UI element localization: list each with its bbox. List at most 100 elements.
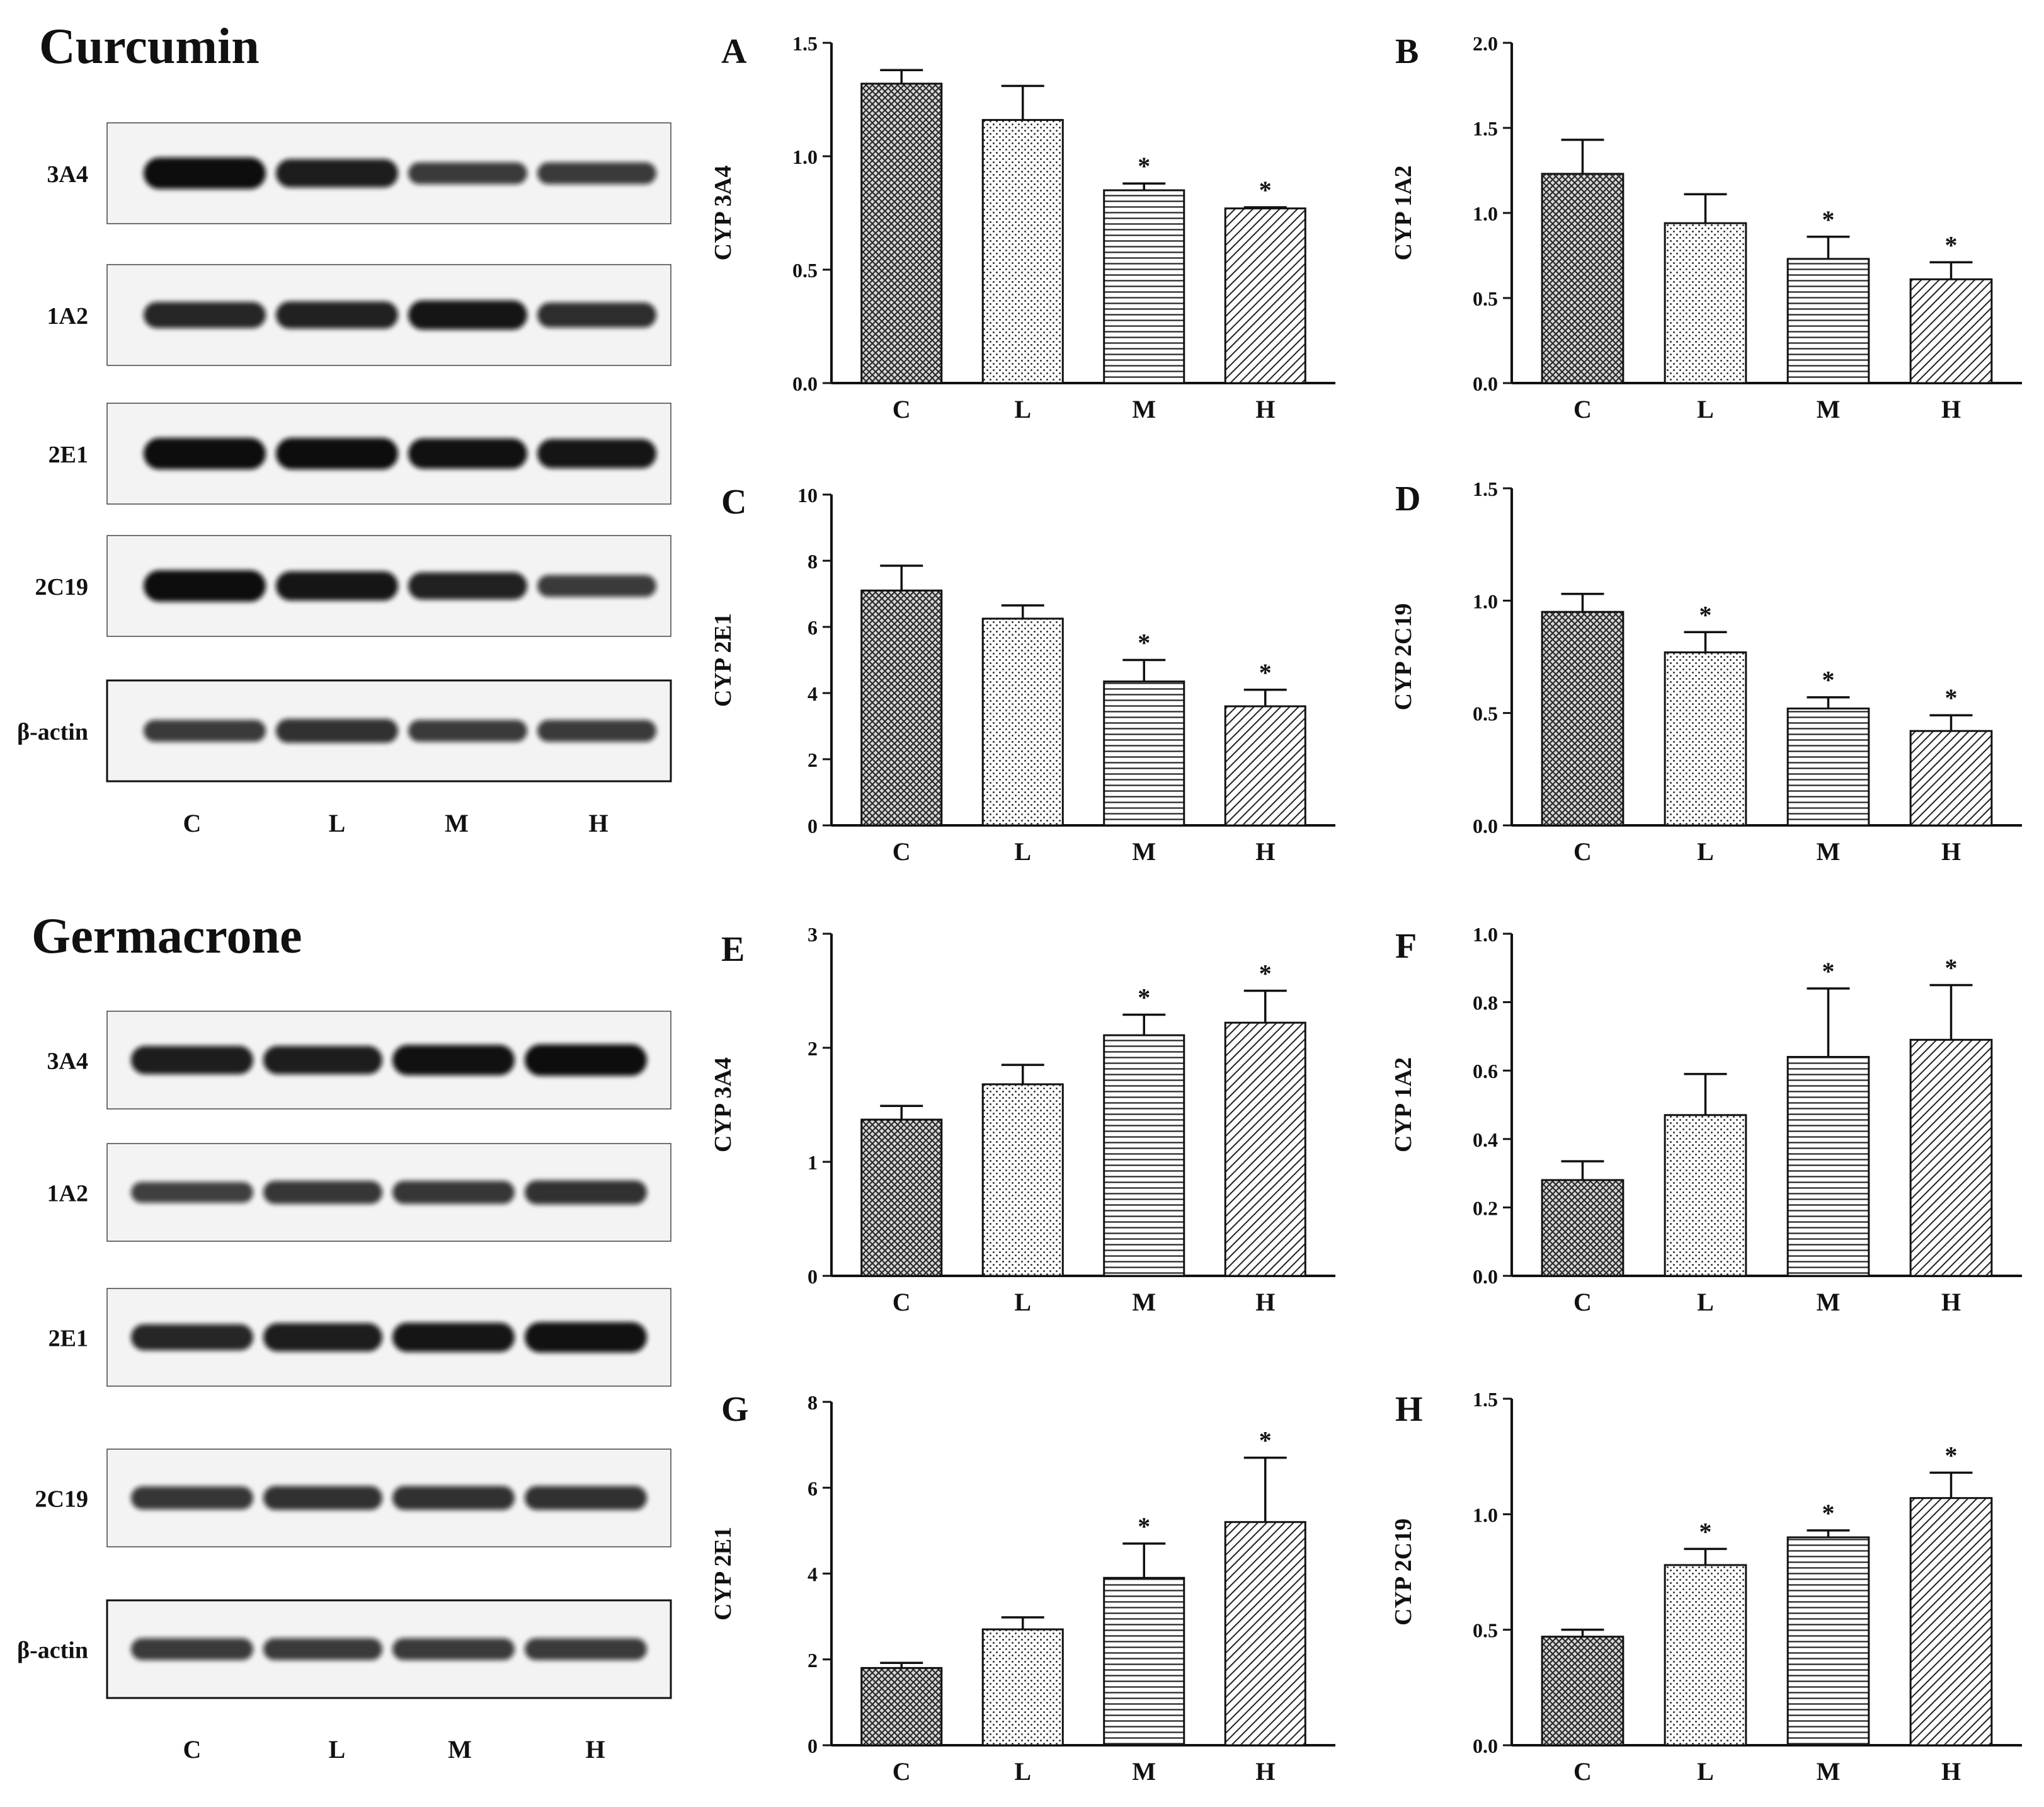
significance-star: * [1945, 684, 1958, 712]
y-tick-label: 8 [808, 1391, 818, 1414]
x-tick-label: L [1014, 1288, 1031, 1316]
bar-l [1664, 1564, 1747, 1747]
panel-letter: E [721, 930, 745, 969]
x-tick-label: L [1014, 395, 1031, 423]
blot-germacrone: 3A4 1A2 2E1 2C19 β-actin C L M H [17, 1011, 672, 1764]
significance-star: * [1822, 205, 1835, 234]
y-tick-label: 0.5 [792, 259, 818, 282]
y-tick-label: 0.5 [1473, 1619, 1498, 1642]
x-tick-label: H [1941, 395, 1961, 423]
panel-letter: G [721, 1390, 749, 1429]
heading-germacrone: Germacrone [31, 909, 302, 964]
significance-star: * [1945, 231, 1958, 259]
y-tick-label: 8 [808, 550, 818, 573]
y-tick-label: 0.0 [792, 372, 818, 395]
blot-row-label: β-actin [17, 719, 88, 745]
lane-label-c: C [183, 1735, 202, 1764]
chart-panel-e: E 0 1 2 3 CYP 3A4 C L * M * H [710, 923, 1335, 1316]
lane-label-h: H [585, 1735, 605, 1764]
y-tick-label: 0 [808, 1265, 818, 1288]
blot-band [131, 1638, 253, 1660]
significance-star: * [1138, 152, 1150, 180]
x-tick-label: M [1132, 1288, 1156, 1316]
bar-c [1541, 1179, 1624, 1277]
y-tick-label: 1.5 [792, 32, 818, 55]
y-tick-label: 2 [808, 749, 818, 771]
blot-band [131, 1182, 253, 1203]
y-tick-label: 10 [797, 484, 818, 507]
y-tick-label: 1.5 [1473, 1388, 1498, 1411]
y-tick-label: 0.0 [1473, 1735, 1498, 1757]
x-tick-label: H [1941, 1288, 1961, 1316]
y-tick-label: 0 [808, 1735, 818, 1757]
bar-c [1541, 611, 1624, 827]
blot-band [408, 572, 527, 600]
blot-band [392, 1322, 515, 1352]
x-tick-label: H [1255, 1288, 1275, 1316]
bar-h [1909, 1038, 1993, 1277]
bar-h [1224, 1021, 1306, 1277]
blot-row-label: 3A4 [47, 161, 88, 188]
bar-charts: A 0.0 0.5 1.0 1.5 CYP 3A4 C L * M * H B 0.0 0.5 1.0 1.5 2… [710, 32, 2022, 1786]
bar-l [1664, 651, 1747, 827]
lane-label-l: L [329, 809, 346, 837]
blot-band [144, 302, 266, 328]
bar-l [981, 617, 1064, 827]
x-tick-label: L [1697, 1757, 1714, 1786]
bar-c [1541, 1636, 1624, 1747]
blot-band [537, 720, 656, 742]
y-tick-label: 4 [808, 1563, 818, 1586]
bar-h [1224, 705, 1306, 827]
bar-m [1103, 189, 1185, 384]
blot-band [525, 1180, 647, 1205]
y-tick-label: 2 [808, 1649, 818, 1672]
blot-row-label: 2C19 [35, 574, 88, 600]
y-axis-label: CYP 3A4 [710, 1057, 736, 1152]
blot-band [276, 159, 398, 188]
blot-row-label: 1A2 [47, 1181, 88, 1207]
bar-l [1664, 1114, 1747, 1277]
x-tick-label: M [1817, 837, 1841, 866]
x-tick-label: H [1255, 395, 1275, 423]
y-tick-label: 1.0 [1473, 923, 1498, 946]
x-tick-label: L [1014, 837, 1031, 866]
x-tick-label: M [1817, 1288, 1841, 1316]
y-tick-label: 0.4 [1473, 1128, 1498, 1151]
y-tick-label: 0 [808, 815, 818, 837]
significance-star: * [1138, 1512, 1150, 1540]
blot-band [276, 438, 398, 469]
x-tick-label: C [893, 395, 911, 423]
blot-band [144, 438, 266, 469]
x-tick-label: M [1132, 1757, 1156, 1786]
y-tick-label: 1.0 [1473, 202, 1498, 225]
blot-band [408, 300, 527, 330]
x-tick-label: M [1817, 395, 1841, 423]
blot-band [525, 1044, 647, 1076]
chart-panel-b: B 0.0 0.5 1.0 1.5 2.0 CYP 1A2 C L * M * H [1390, 32, 2022, 423]
lane-label-m: M [445, 809, 469, 837]
x-tick-label: L [1697, 837, 1714, 866]
significance-star: * [1699, 1517, 1712, 1546]
y-tick-label: 3 [808, 923, 818, 946]
y-tick-label: 1.0 [1473, 590, 1498, 612]
bar-m [1103, 1576, 1185, 1747]
blot-band [537, 162, 656, 185]
y-axis-label: CYP 3A4 [710, 166, 736, 261]
lane-label-h: H [588, 809, 608, 837]
y-tick-label: 1 [808, 1151, 818, 1174]
blot-band [525, 1486, 647, 1510]
x-tick-label: C [893, 837, 911, 866]
x-tick-label: C [1573, 1757, 1592, 1786]
chart-panel-h: H 0.0 0.5 1.0 1.5 CYP 2C19 C * L * M * H [1390, 1388, 2022, 1786]
blot-band [408, 162, 527, 185]
significance-star: * [1259, 960, 1272, 988]
bar-m [1103, 680, 1185, 827]
heading-curcumin: Curcumin [39, 19, 260, 74]
bar-h [1224, 207, 1306, 384]
bar-h [1224, 1521, 1306, 1747]
significance-star: * [1138, 629, 1150, 657]
blot-band [276, 718, 398, 743]
bar-l [981, 1628, 1064, 1747]
blot-row-label: 2C19 [35, 1486, 88, 1513]
